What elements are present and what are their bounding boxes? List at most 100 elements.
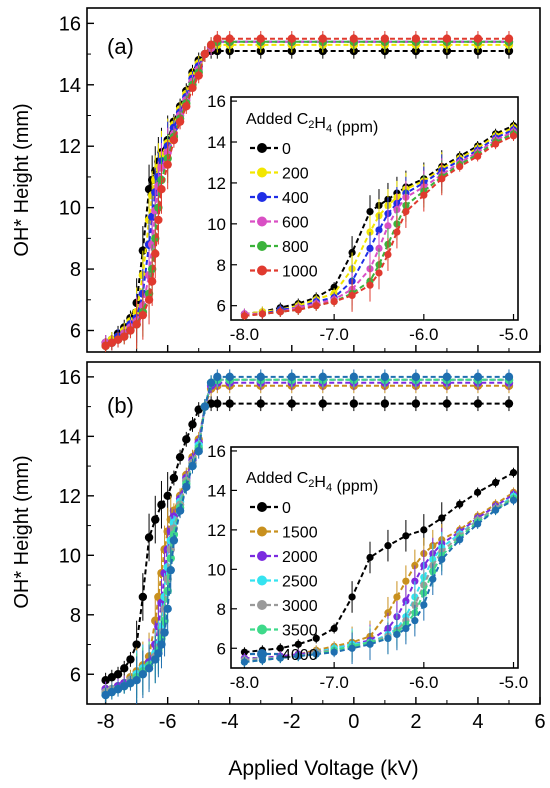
main-series-group	[101, 31, 514, 352]
data-point	[380, 372, 390, 382]
x-tick-label: 4	[472, 711, 483, 733]
legend-title-part: 2	[308, 478, 314, 490]
legend-title-part: 4	[326, 123, 332, 135]
data-point	[144, 664, 154, 673]
data-point	[169, 135, 179, 145]
panel-a: 6 8 10 12 14 16 OH* Height (mm) (a) 6 8 10 12 14 16 -8…	[11, 7, 541, 353]
legend-title-part: Added C	[246, 470, 308, 487]
legend-marker-600	[257, 216, 267, 227]
inset-data-point	[420, 526, 428, 534]
legend-marker-0	[257, 502, 267, 512]
legend-entry-4000: 4000	[282, 647, 318, 664]
legend-entry-1500: 1500	[282, 525, 318, 542]
data-point	[157, 185, 166, 194]
data-point	[504, 399, 514, 408]
inset-data-point	[294, 652, 302, 660]
inset-data-point	[393, 593, 401, 601]
data-point	[154, 215, 163, 225]
inset-data-point	[456, 536, 464, 544]
data-point	[120, 664, 129, 673]
inset-data-point	[474, 488, 482, 496]
legend-marker-3500	[257, 624, 267, 635]
data-point	[318, 372, 328, 382]
data-point	[169, 473, 179, 483]
data-point	[256, 399, 265, 408]
data-point	[175, 452, 185, 462]
inset-y-tick-label: 6	[217, 297, 226, 316]
inset-y-tick-label: 12	[207, 521, 226, 540]
inset-data-point	[384, 542, 392, 550]
data-point	[138, 310, 148, 320]
inset-data-point	[312, 650, 320, 658]
data-point	[213, 399, 222, 408]
inset-data-point	[375, 226, 383, 234]
inset-data-point	[402, 207, 410, 216]
data-point	[126, 326, 135, 335]
data-point	[151, 249, 160, 258]
inset-data-point	[491, 140, 500, 148]
data-point	[442, 34, 452, 43]
inset-data-point	[366, 281, 374, 289]
data-point	[132, 320, 141, 329]
inset-y-tick-label: 14	[207, 133, 226, 152]
legend-title-part: 2	[308, 119, 314, 131]
data-point	[147, 277, 157, 286]
legend-entry-2000: 2000	[282, 549, 318, 566]
data-point	[163, 604, 172, 614]
data-point	[194, 447, 203, 456]
data-point	[154, 649, 163, 658]
inset-y-tick-label: 16	[207, 442, 226, 461]
y-tick-label: 16	[59, 13, 81, 35]
inset-data-point	[366, 553, 374, 562]
data-point	[194, 71, 203, 80]
data-point	[188, 420, 197, 429]
legend-title: Added C2H4 (ppm)	[246, 111, 378, 136]
data-point	[442, 372, 452, 382]
x-tick-label: -8	[97, 711, 115, 733]
y-tick-label: 10	[59, 545, 81, 567]
legend-title-part: 4	[326, 482, 332, 494]
data-point	[473, 399, 483, 408]
inset-data-point	[258, 310, 266, 318]
legend-marker-1000	[257, 265, 267, 276]
inset-plot: 6 8 10 12 14 16 -8.0 -7.0 -6.0 -5.0 Added C2H4 (pp…	[207, 92, 528, 344]
data-point	[132, 676, 141, 685]
inset-data-point	[456, 500, 464, 508]
inset-data-point	[240, 658, 249, 666]
inset-data-point	[348, 291, 356, 300]
data-point	[411, 34, 421, 43]
data-point	[318, 399, 328, 408]
data-point	[113, 670, 123, 679]
inset-data-point	[384, 250, 392, 259]
inset-series-group	[240, 120, 518, 320]
y-tick-label: 16	[59, 367, 81, 389]
series-line-0	[105, 402, 509, 682]
data-point	[318, 34, 328, 43]
data-point	[256, 372, 265, 382]
data-point	[213, 34, 222, 43]
data-point	[256, 34, 265, 43]
inset-data-point	[509, 496, 518, 504]
legend-title-part: H	[314, 474, 326, 491]
legend-title: Added C2H4 (ppm)	[246, 470, 378, 495]
data-point	[166, 565, 175, 575]
inset-x-tick-label: -5.0	[499, 325, 528, 344]
y-axis-label: OH* Height (mm)	[11, 455, 33, 608]
data-point	[504, 34, 514, 43]
legend-marker-200	[257, 167, 267, 178]
inset-data-point	[438, 514, 446, 522]
data-point	[144, 295, 154, 304]
inset-data-point	[438, 555, 446, 564]
main-series-group	[101, 369, 514, 704]
inset-data-point	[240, 648, 249, 656]
inset-data-point	[411, 617, 419, 625]
data-point	[206, 40, 216, 50]
legend-entry-2500: 2500	[282, 574, 318, 591]
inset-data-point	[402, 532, 410, 540]
inset-data-point	[330, 648, 338, 656]
data-point	[157, 640, 166, 649]
inset-data-point	[312, 634, 320, 643]
data-point	[157, 500, 166, 509]
panel-label: (b)	[107, 393, 134, 418]
